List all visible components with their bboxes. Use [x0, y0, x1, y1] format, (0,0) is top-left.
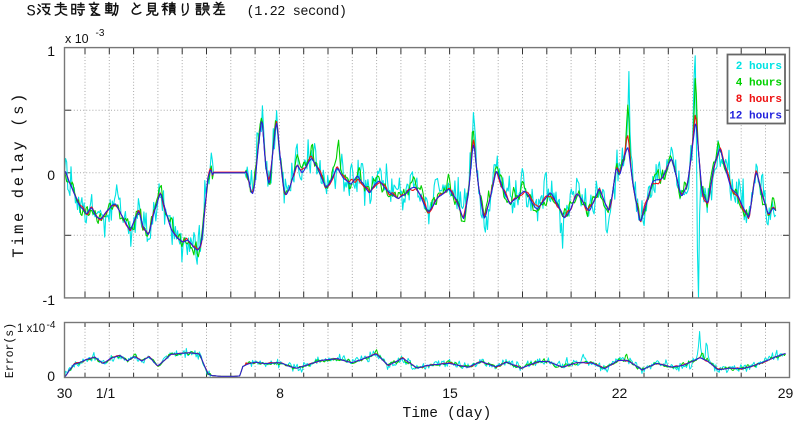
svg-text:0: 0 — [47, 167, 55, 183]
svg-text:(1.22 second): (1.22 second) — [247, 5, 347, 20]
svg-text:S: S — [27, 3, 36, 21]
svg-text:0: 0 — [47, 368, 55, 384]
svg-text:12 hours: 12 hours — [729, 111, 782, 123]
svg-text:30: 30 — [57, 385, 73, 401]
svg-text:-1: -1 — [43, 292, 56, 308]
svg-text:Time delay (s): Time delay (s) — [10, 91, 28, 258]
svg-text:Error(s): Error(s) — [4, 323, 17, 378]
svg-text:-4: -4 — [47, 320, 56, 331]
svg-text:15: 15 — [442, 385, 458, 401]
svg-text:22: 22 — [612, 385, 628, 401]
svg-text:2 hours: 2 hours — [736, 61, 782, 73]
svg-text:8 hours: 8 hours — [736, 94, 782, 106]
svg-text:x 10: x 10 — [65, 32, 89, 46]
svg-text:Time (day): Time (day) — [402, 406, 491, 422]
svg-text:1: 1 — [47, 43, 55, 59]
svg-text:1/1: 1/1 — [96, 385, 116, 401]
svg-text:29: 29 — [778, 385, 794, 401]
svg-text:8: 8 — [276, 385, 284, 401]
svg-text:-3: -3 — [96, 28, 105, 39]
svg-text:1 x10: 1 x10 — [17, 323, 45, 335]
svg-text:4 hours: 4 hours — [736, 78, 782, 90]
